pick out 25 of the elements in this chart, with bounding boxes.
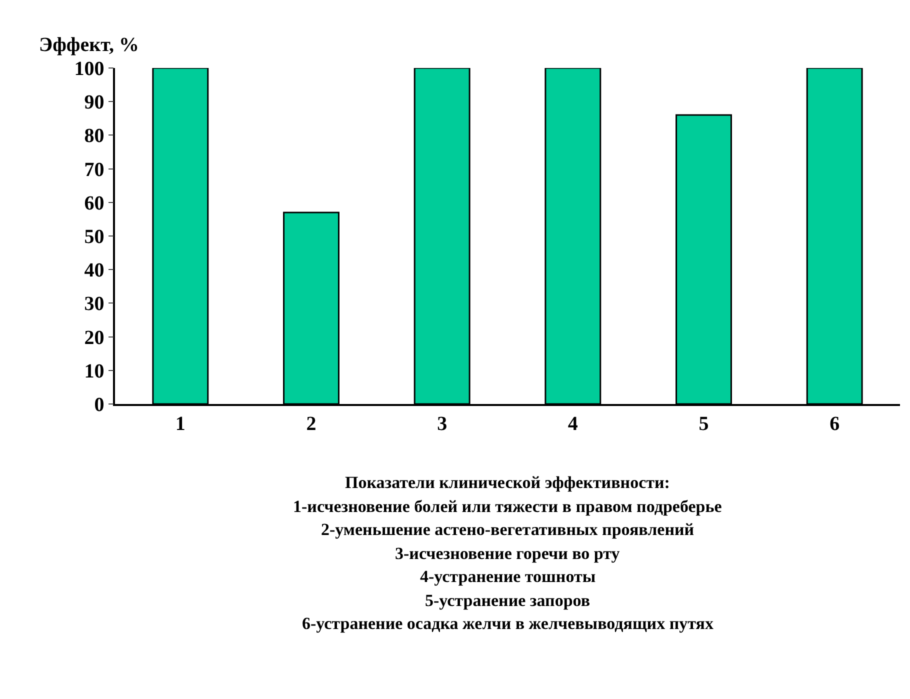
text: 4-устранение тошноты (420, 567, 596, 586)
text: 5-устранение запоров (425, 591, 590, 610)
x-tick-label: 5 (698, 412, 709, 435)
x-tick-label: 1 (175, 412, 186, 435)
text: 6-устранение осадка желчи в желчевыводящих путях (302, 614, 714, 633)
y-tick-label: 40 (84, 260, 104, 282)
x-tick-label: 3 (437, 412, 448, 435)
y-tick-label: 60 (84, 192, 104, 214)
x-tick-label: 2 (306, 412, 316, 435)
y-tick-label: 90 (84, 92, 104, 114)
y-tick-label: 100 (74, 58, 104, 80)
y-tick-label: 70 (84, 158, 104, 181)
x-tick-label: 4 (568, 412, 578, 435)
y-tick-label: 10 (84, 360, 104, 382)
y-tick-label: 0 (94, 394, 104, 416)
text: 1-исчезновение болей или тяжести в правом подреберье (293, 497, 722, 516)
x-tick-label: 6 (830, 412, 840, 435)
y-tick-label: 30 (84, 293, 104, 316)
y-tick-label: 50 (84, 226, 104, 248)
text: Показатели клинической эффективности: (345, 473, 670, 492)
text: 3-исчезновение горечи во рту (395, 544, 620, 563)
y-tick-label: 20 (84, 326, 104, 349)
y-axis-title: Эффект, % (39, 34, 139, 56)
text: 2-уменьшение астено-вегетативных проявлений (321, 520, 694, 539)
y-tick-label: 80 (84, 125, 104, 148)
